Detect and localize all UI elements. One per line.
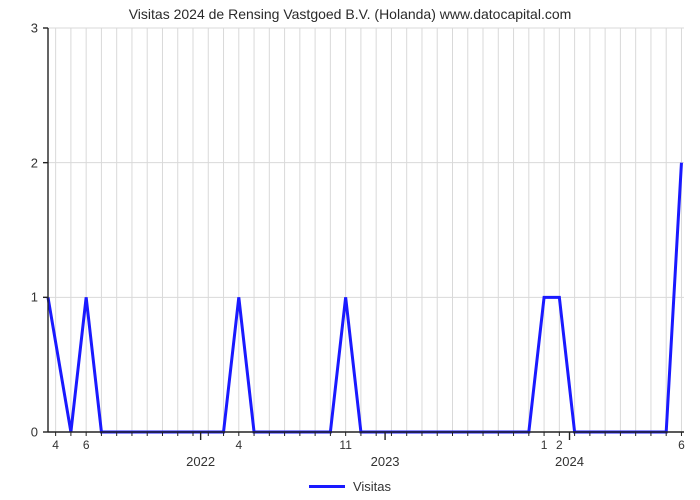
legend-line (309, 485, 345, 488)
legend: Visitas (0, 478, 700, 494)
xtick-minor-label: 11 (339, 438, 351, 452)
legend-label: Visitas (353, 479, 391, 494)
xtick-minor-label: 2 (556, 438, 563, 452)
xtick-major-label: 2024 (555, 454, 584, 469)
chart-title: Visitas 2024 de Rensing Vastgoed B.V. (H… (0, 6, 700, 22)
xtick-minor-label: 1 (541, 438, 548, 452)
ytick-label: 3 (0, 21, 38, 36)
ytick-label: 0 (0, 425, 38, 440)
chart-svg (0, 0, 700, 468)
xtick-major-label: 2022 (186, 454, 215, 469)
xtick-minor-label: 4 (52, 438, 59, 452)
xtick-minor-label: 6 (678, 438, 685, 452)
ytick-label: 2 (0, 155, 38, 170)
chart-container: Visitas 2024 de Rensing Vastgoed B.V. (H… (0, 0, 700, 500)
xtick-minor-label: 4 (235, 438, 242, 452)
xtick-minor-label: 6 (83, 438, 90, 452)
xtick-major-label: 2023 (371, 454, 400, 469)
ytick-label: 1 (0, 290, 38, 305)
